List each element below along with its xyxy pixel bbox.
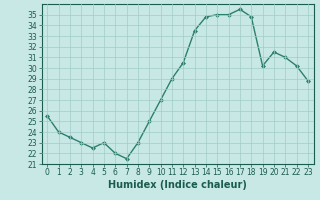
X-axis label: Humidex (Indice chaleur): Humidex (Indice chaleur) <box>108 180 247 190</box>
